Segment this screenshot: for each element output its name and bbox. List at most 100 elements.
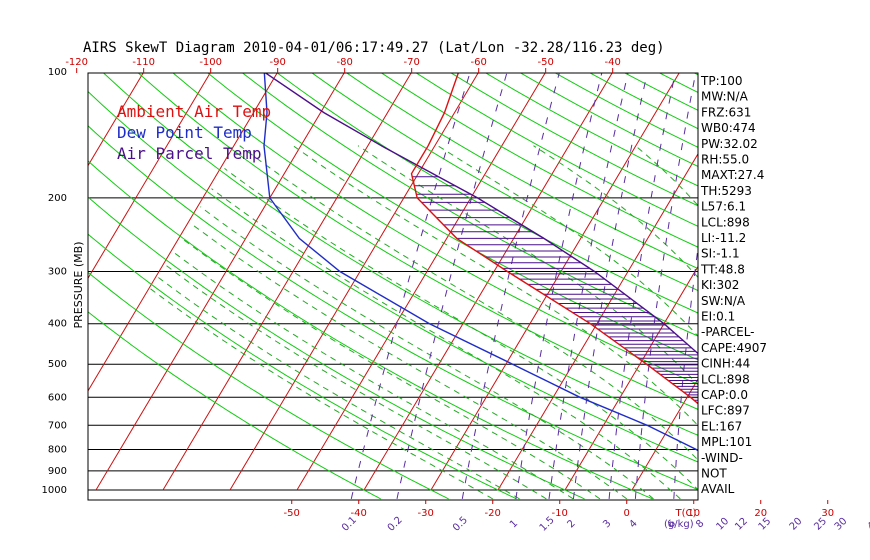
isotherm — [833, 72, 870, 490]
pressure-tick-label: 700 — [48, 420, 67, 431]
dry-adiabat — [102, 73, 698, 436]
dry-adiabat — [88, 125, 698, 491]
stat-line: MW:N/A — [701, 90, 749, 104]
stat-line: SW:N/A — [701, 294, 746, 308]
profile-layer — [263, 73, 698, 452]
mixing-ratio-unit: (g/kg) — [664, 519, 694, 530]
plot-frame — [87, 72, 699, 501]
isotherm — [88, 73, 144, 167]
dry-adiabat — [790, 53, 870, 499]
moist-adiabat — [200, 206, 654, 500]
moist-adiabat — [181, 238, 601, 500]
pressure-tick-label: 1000 — [42, 485, 67, 496]
mixing-ratio-label: 20 — [788, 516, 805, 533]
stat-line: L57:6.1 — [701, 200, 746, 214]
isotherm — [631, 378, 698, 491]
moist-adiabat — [165, 264, 547, 500]
mixing-ratio-label: 3 — [601, 518, 613, 530]
stat-line: LCL:898 — [701, 372, 750, 386]
mixing-ratio-label: 12 — [733, 516, 750, 533]
mixing-ratio-line — [396, 73, 508, 500]
top-tick-label: -120 — [65, 57, 88, 68]
isotherm — [88, 73, 211, 280]
mixing-ratio-line — [461, 73, 560, 499]
dry-adiabat — [311, 73, 698, 292]
stat-line: LCL:898 — [701, 215, 750, 229]
y-axis-label: PRESSURE (MB) — [72, 242, 85, 329]
ambient-temp-line — [410, 73, 698, 405]
isotherm — [229, 73, 479, 491]
stat-line: -WIND- — [701, 451, 743, 465]
stat-line: MPL:101 — [701, 435, 752, 449]
stat-line: TT:48.8 — [700, 262, 745, 276]
dry-adiabat — [450, 73, 698, 207]
pressure-tick-label: 300 — [48, 266, 67, 277]
mixing-ratio-label: 8 — [694, 518, 706, 530]
pressure-tick-label: 600 — [48, 392, 67, 403]
mixing-ratio-line — [820, 72, 839, 499]
stat-line: LFC:897 — [701, 404, 750, 418]
legend-entry: Ambient Air Temp — [117, 102, 271, 121]
moist-adiabat — [157, 276, 520, 500]
stat-line: EI:0.1 — [701, 310, 735, 324]
bottom-tick-label: -50 — [284, 508, 300, 519]
top-tick-label: -70 — [404, 57, 420, 68]
stat-line: KI:302 — [701, 278, 739, 292]
dry-adiabat — [380, 73, 698, 248]
dry-adiabat — [88, 311, 381, 500]
bottom-tick-label: -20 — [485, 508, 501, 519]
mixing-ratio-line — [767, 72, 797, 499]
stat-line: CAPE:4907 — [701, 341, 767, 355]
bottom-tick-label: -30 — [418, 508, 434, 519]
dry-adiabat — [241, 73, 698, 337]
mixing-ratio-label: 30 — [833, 516, 850, 533]
dry-adiabat — [172, 73, 698, 385]
stat-line: MAXT:27.4 — [701, 168, 764, 182]
mixing-ratio-line — [515, 73, 603, 499]
legend: Ambient Air Temp Dew Point Temp Air Parcel… — [117, 102, 271, 163]
mixing-ratio-label: 10 — [714, 516, 731, 533]
stat-line: TP:100 — [700, 74, 743, 88]
bottom-tick-label: 10 — [687, 508, 700, 519]
top-tick-label: -80 — [337, 57, 353, 68]
parcel-temp-line — [264, 73, 698, 355]
top-tick-label: -60 — [471, 57, 487, 68]
mixing-ratio-label: 40 — [866, 516, 870, 533]
stat-line: -PARCEL- — [701, 325, 755, 339]
mixing-ratio-line — [634, 73, 697, 499]
dry-adiabat — [88, 196, 585, 500]
top-tick-label: -90 — [270, 57, 286, 68]
stat-line: CINH:44 — [701, 357, 750, 371]
isotherm — [766, 72, 870, 490]
pressure-tick-label: 500 — [48, 359, 67, 370]
stat-line: WB0:474 — [701, 121, 756, 135]
mixing-ratio-line — [350, 73, 471, 500]
top-tick-label: -50 — [538, 57, 554, 68]
stat-line: FRZ:631 — [701, 105, 751, 119]
isotherm — [430, 73, 680, 491]
moist-adiabat — [150, 288, 493, 500]
chart-title: AIRS SkewT Diagram 2010-04-01/06:17:49.2… — [83, 40, 665, 56]
mixing-ratio-label: 1 — [508, 518, 520, 530]
pressure-tick-label: 400 — [48, 319, 67, 330]
dry-adiabat — [88, 233, 517, 500]
isotherm — [497, 152, 698, 491]
legend-entry: Air Parcel Temp — [117, 144, 262, 163]
moist-adiabat — [437, 145, 698, 337]
dry-adiabat — [345, 73, 698, 270]
mixing-ratio-label: 2 — [565, 518, 577, 530]
dry-adiabat — [693, 73, 698, 76]
isotherm — [0, 72, 10, 490]
bottom-tick-label: -40 — [351, 508, 367, 519]
stat-line: LI:-11.2 — [701, 231, 746, 245]
stat-line: PW:32.02 — [701, 137, 758, 151]
dewpoint-temp-line — [263, 73, 698, 452]
mixing-ratio-line — [839, 72, 855, 499]
dry-adiabat — [88, 90, 698, 463]
stat-line: NOT — [701, 467, 727, 481]
mixing-ratio-label: 4 — [627, 518, 639, 530]
bottom-tick-label: 0 — [624, 508, 630, 519]
moist-adiabat — [190, 222, 628, 500]
